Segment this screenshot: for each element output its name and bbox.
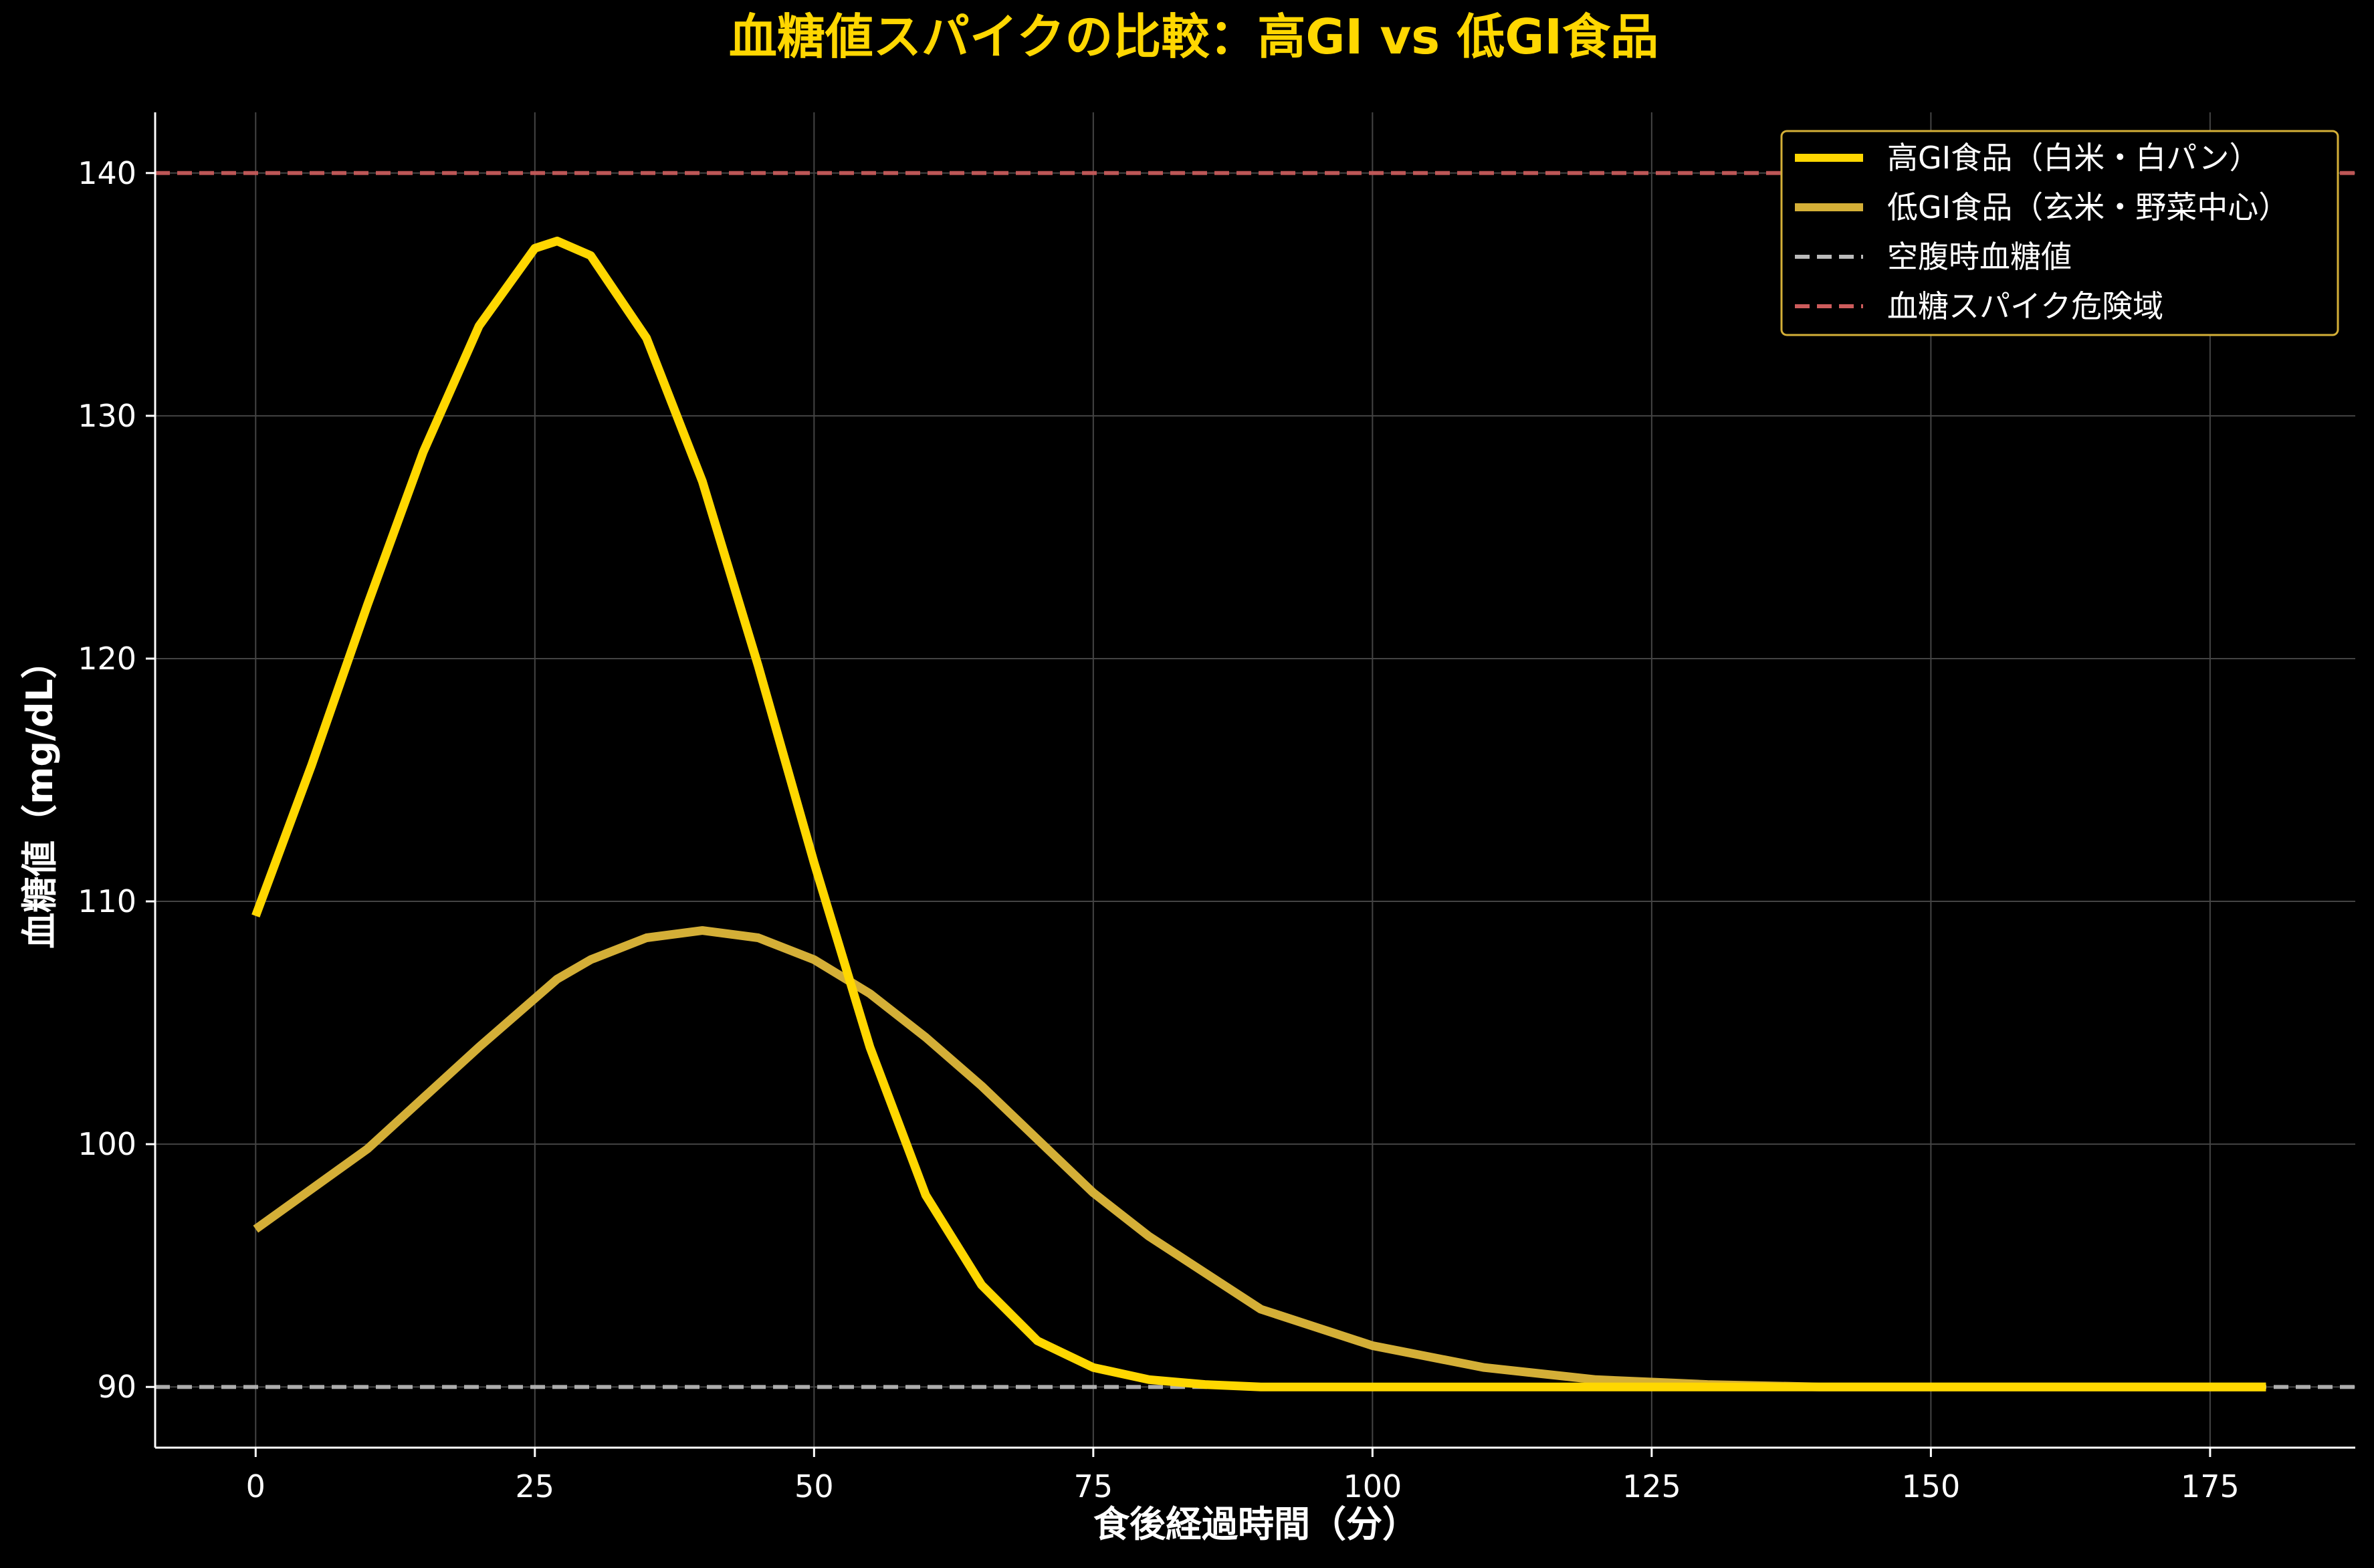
y-tick-label: 130	[78, 398, 136, 434]
legend: 高GI食品（白米・白パン） 低GI食品（玄米・野菜中心） 空腹時血糖値血糖スパイク危…	[1780, 130, 2339, 336]
axes	[154, 112, 2355, 1449]
y-tick-label: 140	[78, 155, 136, 191]
series-lines	[251, 236, 2266, 1391]
series-line-1	[251, 236, 2266, 1391]
y-axis-label: 血糖値（mg/dL）	[19, 643, 61, 949]
x-tick-label: 0	[246, 1468, 265, 1504]
x-tick-label: 150	[1901, 1468, 1960, 1504]
legend-label-4: 血糖スパイク危険域	[1887, 288, 2163, 324]
x-tick-label: 100	[1343, 1468, 1402, 1504]
y-tick-label: 120	[78, 641, 136, 677]
legend-label-2: 低GI食品（玄米・野菜中心）	[1887, 189, 2289, 225]
y-tick-label: 100	[78, 1126, 136, 1162]
tick-labels: 0 25 50 75 100 125 150 175 90 100 110 120 130 140	[78, 155, 2240, 1504]
x-axis-label: 食後経過時間（分）	[1093, 1503, 1418, 1545]
x-tick-label: 175	[2181, 1468, 2240, 1504]
x-tick-label: 25	[516, 1468, 555, 1504]
y-tick-label: 110	[78, 883, 136, 919]
legend-label-1: 高GI食品（白米・白パン）	[1887, 140, 2260, 176]
x-tick-label: 125	[1622, 1468, 1681, 1504]
legend-box	[1780, 130, 2339, 336]
legend-label-3: 空腹時血糖値	[1887, 239, 2072, 275]
x-tick-label: 75	[1074, 1468, 1113, 1504]
y-tick-label: 90	[97, 1369, 136, 1405]
chart-title: 血糖値スパイクの比較：高GI vs 低GI食品	[729, 9, 1658, 65]
x-tick-label: 50	[794, 1468, 834, 1504]
